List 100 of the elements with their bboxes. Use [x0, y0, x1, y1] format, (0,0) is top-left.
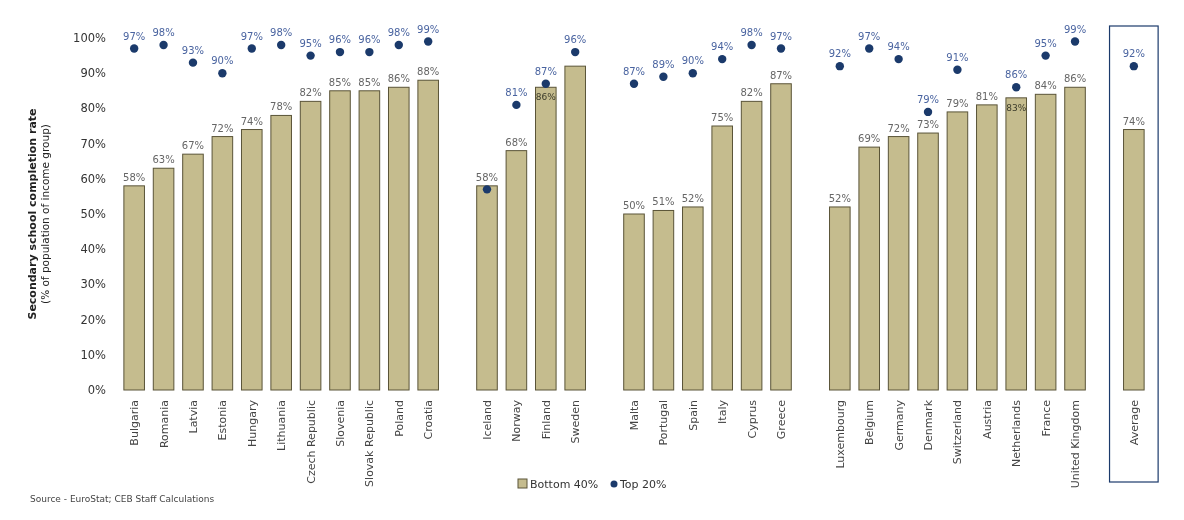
y-tick-label: 70% [80, 136, 107, 151]
data-label: 94% [887, 41, 910, 53]
data-label: 92% [1122, 48, 1145, 60]
bar [240, 129, 263, 391]
bar [829, 206, 851, 391]
x-tick-label: Austria [980, 400, 994, 439]
data-label: 97% [240, 30, 263, 42]
data-label: 72% [211, 122, 234, 134]
bar [329, 90, 351, 391]
data-label: 94% [711, 41, 734, 53]
x-tick-label: Latvia [186, 400, 200, 434]
data-label: 96% [564, 34, 587, 46]
x-tick-label: Portugal [657, 400, 671, 446]
x-tick-label: Poland [392, 400, 406, 437]
data-label: 95% [299, 37, 322, 49]
data-label: 63% [152, 154, 175, 166]
bar [358, 90, 381, 391]
point [365, 47, 374, 57]
x-tick-label: Norway [510, 399, 524, 442]
point [629, 79, 639, 88]
x-tick-label: Spain [686, 399, 700, 431]
point [865, 44, 874, 53]
legend-label: Bottom 40% [530, 477, 599, 491]
bar [211, 136, 234, 391]
x-tick-label: United Kingdom [1069, 400, 1083, 489]
x-tick-label: Hungary [245, 399, 259, 447]
data-label: 81% [505, 86, 528, 98]
data-label: 67% [181, 140, 205, 152]
point [159, 40, 168, 50]
data-label: 96% [358, 34, 381, 46]
data-label: 86% [535, 92, 557, 103]
point [482, 185, 492, 194]
point [335, 47, 345, 57]
data-label: 98% [152, 27, 175, 39]
y-tick-label: 20% [80, 312, 107, 327]
data-label: 74% [240, 115, 263, 127]
point [718, 54, 727, 64]
data-label: 69% [858, 133, 881, 145]
bar [917, 132, 939, 391]
point [1012, 83, 1021, 92]
point [659, 72, 668, 81]
point [688, 69, 697, 78]
bar [740, 100, 763, 391]
data-label: 97% [769, 30, 793, 42]
bar [535, 86, 557, 391]
bar [887, 136, 910, 391]
data-label: 85% [358, 76, 381, 88]
x-tick-label: Malta [628, 400, 641, 431]
x-tick-label: Netherlands [1010, 399, 1024, 468]
y-tick-label: 80% [80, 101, 107, 116]
point [512, 100, 521, 110]
data-label: 58% [123, 171, 146, 183]
x-tick-label: Italy [716, 399, 730, 424]
data-label: 78% [270, 101, 293, 113]
data-label: 88% [417, 66, 440, 78]
x-tick-label: Lithuania [275, 400, 289, 451]
data-label: 50% [622, 200, 646, 211]
y-tick-label: 40% [80, 242, 107, 257]
x-tick-label: France [1039, 399, 1053, 437]
data-label: 85% [328, 76, 352, 88]
data-label: 79% [916, 93, 940, 105]
data-label: 98% [270, 27, 293, 39]
x-tick-label: Romania [157, 400, 171, 449]
x-tick-label: Finland [539, 400, 553, 440]
x-tick-label: Slovenia [333, 400, 347, 447]
x-tick-label: Czech Republic [304, 400, 318, 484]
bar [770, 83, 792, 391]
data-label: 79% [946, 97, 969, 109]
data-label: 82% [299, 87, 322, 99]
data-label: 86% [1005, 69, 1028, 81]
data-label: 82% [740, 87, 763, 99]
data-label: 58% [475, 171, 499, 183]
bar [1005, 97, 1028, 391]
data-label: 97% [858, 30, 881, 42]
y-tick-label: 50% [80, 207, 107, 222]
x-tick-label: Bulgaria [128, 400, 142, 446]
x-tick-label: Luxembourg [833, 400, 847, 469]
x-tick-label: Sweden [569, 399, 583, 444]
bar [652, 209, 675, 391]
y-tick-label: 90% [80, 66, 107, 81]
point [747, 40, 756, 50]
bar [711, 125, 733, 391]
data-label: 51% [652, 196, 675, 208]
data-label: 87% [769, 69, 793, 81]
x-tick-label: Cyprus [745, 399, 759, 439]
data-label: 52% [828, 192, 851, 204]
x-tick-label: Iceland [480, 400, 494, 440]
bar [1064, 86, 1086, 391]
x-tick-label: Slovak Republic [363, 400, 377, 487]
data-label: 86% [1063, 73, 1087, 85]
data-label: 99% [1063, 23, 1087, 35]
bar [1034, 93, 1057, 391]
bar [858, 146, 880, 391]
y-tick-label: 0% [87, 383, 107, 398]
y-tick-label: 10% [80, 347, 107, 362]
point [423, 37, 433, 46]
point [129, 44, 139, 53]
data-label: 83% [1006, 102, 1027, 113]
x-tick-label: Croatia [422, 400, 436, 440]
bar [417, 79, 439, 391]
